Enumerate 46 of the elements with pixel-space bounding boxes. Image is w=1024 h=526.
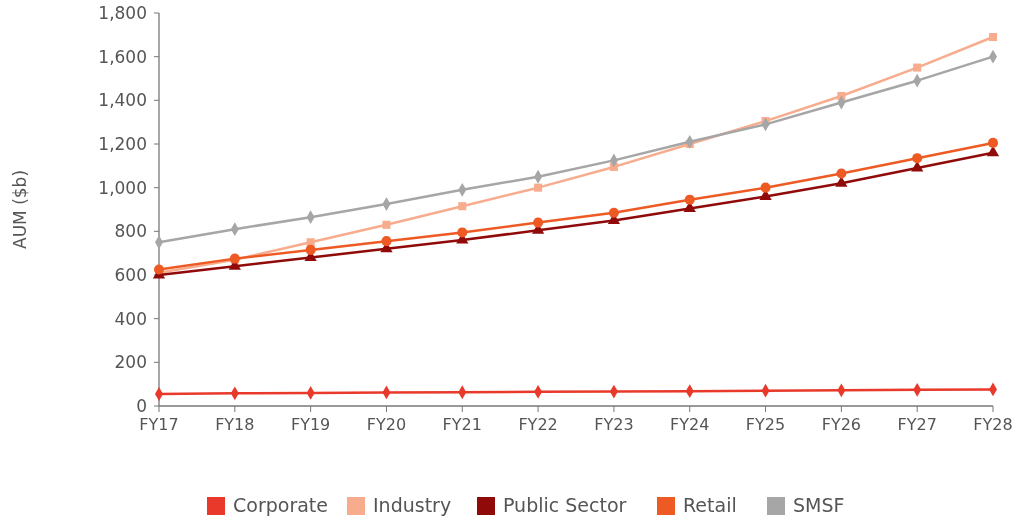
y-tick-label: 400 <box>114 308 147 329</box>
legend-label: Industry <box>373 494 452 516</box>
x-tick-label: FY23 <box>594 415 634 434</box>
point <box>684 194 695 205</box>
point <box>306 238 315 247</box>
point <box>986 145 1000 157</box>
point <box>153 264 165 275</box>
x-tick-label: FY22 <box>518 415 558 434</box>
x-tick-label: FY26 <box>821 415 862 434</box>
legend-label: Corporate <box>233 494 328 516</box>
y-tick-label: 1,600 <box>98 46 147 67</box>
point <box>458 202 467 211</box>
point <box>533 217 544 228</box>
legend-label: SMSF <box>793 494 845 516</box>
x-tick-label: FY27 <box>897 415 937 434</box>
legend-label: Public Sector <box>503 494 627 516</box>
x-tick-label: FY28 <box>973 415 1013 434</box>
x-tick-label: FY18 <box>215 415 255 434</box>
point <box>987 137 999 148</box>
x-tick-label: FY19 <box>290 415 331 434</box>
legend-label: Retail <box>683 494 737 516</box>
y-axis-title: AUM ($b) <box>10 169 30 250</box>
x-tick-label: FY24 <box>670 415 710 434</box>
point <box>836 168 847 179</box>
x-tick-label: FY17 <box>139 415 179 434</box>
point <box>457 227 468 238</box>
point <box>760 182 771 193</box>
point <box>382 220 391 229</box>
y-tick-label: 1,400 <box>98 90 147 111</box>
y-tick-label: 0 <box>136 395 147 416</box>
point <box>534 183 543 192</box>
y-tick-label: 1,800 <box>98 2 147 23</box>
point <box>305 244 316 255</box>
point <box>988 32 998 42</box>
y-tick-label: 1,000 <box>98 177 147 198</box>
point <box>608 207 619 218</box>
x-tick-label: FY20 <box>366 415 407 434</box>
y-tick-label: 600 <box>114 264 147 285</box>
y-tick-label: 200 <box>114 352 147 373</box>
y-tick-label: 800 <box>114 221 147 242</box>
x-tick-label: FY25 <box>745 415 786 434</box>
point <box>913 63 922 72</box>
x-tick-label: FY21 <box>442 415 482 434</box>
y-tick-label: 1,200 <box>98 133 147 154</box>
point <box>381 236 392 247</box>
point <box>912 153 923 164</box>
